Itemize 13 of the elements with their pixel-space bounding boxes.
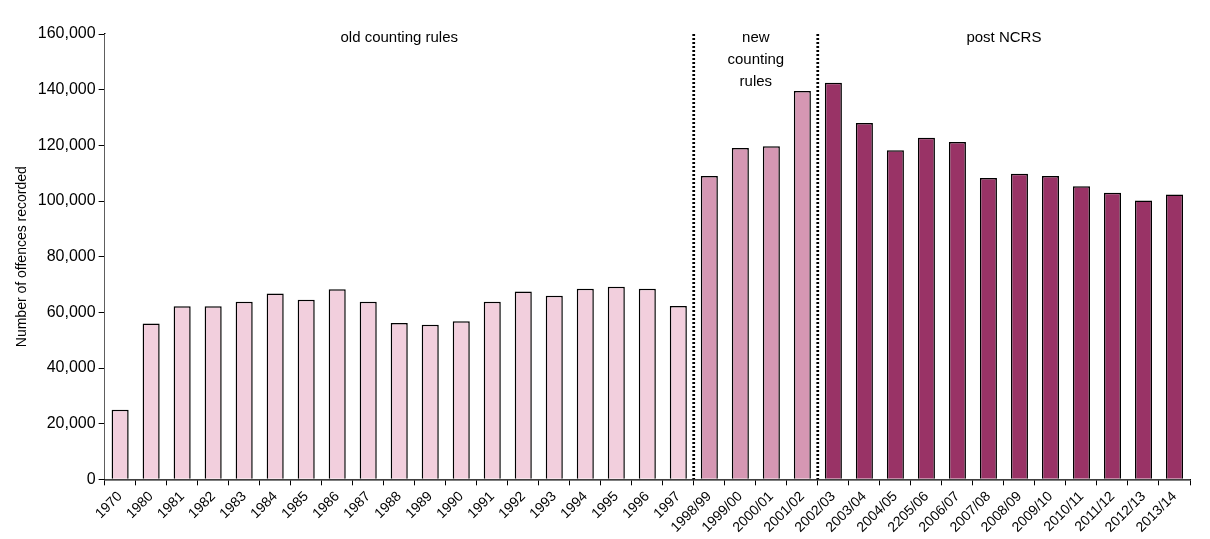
band-label: new counting rules bbox=[727, 27, 785, 89]
y-tick-label: 40,000 bbox=[46, 358, 96, 376]
y-tick-label: 0 bbox=[86, 469, 96, 487]
y-tick-label: 140,000 bbox=[37, 80, 96, 98]
y-tick-label: 20,000 bbox=[46, 414, 96, 432]
y-axis-title: Number of offences recorded bbox=[13, 166, 30, 348]
y-tick-label: 120,000 bbox=[37, 135, 96, 153]
band-label: old counting rules bbox=[340, 27, 459, 45]
y-tick-label: 80,000 bbox=[46, 247, 96, 265]
y-tick-label: 160,000 bbox=[37, 24, 96, 42]
y-tick-label: 100,000 bbox=[37, 191, 96, 209]
band-label: post NCRS bbox=[966, 27, 1042, 45]
y-tick-label: 60,000 bbox=[46, 302, 96, 320]
